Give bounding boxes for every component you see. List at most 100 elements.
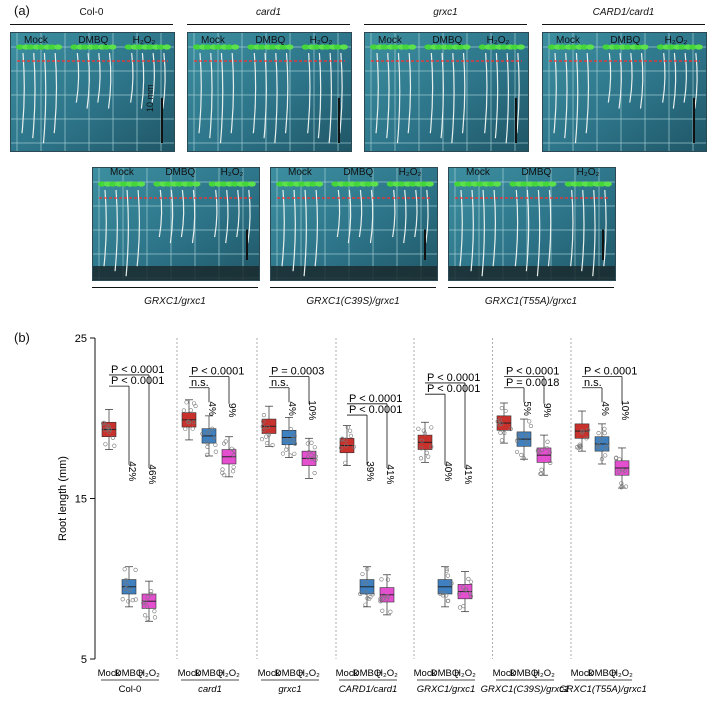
data-point <box>200 431 205 436</box>
data-point <box>288 427 294 432</box>
data-point <box>284 444 290 449</box>
percent-reduction-label: 42% <box>126 461 137 481</box>
data-point <box>596 430 601 436</box>
data-point <box>457 605 463 610</box>
significance-label: P < 0.0001 <box>111 364 164 376</box>
data-point <box>148 592 154 597</box>
data-point <box>340 436 345 441</box>
data-point <box>619 481 624 486</box>
data-point <box>586 427 591 433</box>
condition-label: H₂O₂ <box>398 167 422 178</box>
condition-label: DMBQ <box>255 35 286 46</box>
data-point <box>468 579 474 584</box>
data-point <box>280 451 286 456</box>
data-point <box>190 426 195 431</box>
data-point <box>381 593 386 598</box>
data-point <box>605 443 610 448</box>
seedling-photo <box>448 167 616 281</box>
condition-label: Mock <box>466 167 490 178</box>
data-point <box>363 580 368 586</box>
condition-label: Mock <box>110 167 134 178</box>
data-point <box>265 425 270 430</box>
percent-reduction-label: 10% <box>306 400 317 420</box>
data-point <box>348 428 353 433</box>
data-point <box>338 445 344 450</box>
data-point <box>584 436 589 441</box>
data-point <box>619 484 625 489</box>
data-point <box>284 447 289 452</box>
condition-label: DMBQ <box>165 167 196 178</box>
data-point <box>620 468 625 473</box>
seedling-photo <box>270 167 438 281</box>
data-point <box>351 444 356 449</box>
significance-label: n.s. <box>271 377 289 389</box>
data-point <box>524 433 529 438</box>
data-point <box>261 419 266 424</box>
data-point <box>110 435 116 440</box>
data-point <box>183 426 188 432</box>
data-point <box>123 586 128 591</box>
data-point <box>186 419 191 424</box>
group-label: grxc1 <box>278 684 301 695</box>
data-point <box>221 441 227 446</box>
data-point <box>614 455 619 460</box>
seedling-photo <box>92 167 260 281</box>
data-point <box>429 425 434 430</box>
data-point <box>149 589 154 594</box>
data-point <box>539 467 544 472</box>
data-point <box>123 578 129 583</box>
data-point <box>145 616 150 621</box>
data-point <box>544 446 550 451</box>
condition-label: H₂O₂ <box>309 35 333 46</box>
data-point <box>444 593 449 598</box>
data-point <box>596 443 601 448</box>
data-point <box>290 437 295 442</box>
data-point <box>186 420 192 425</box>
condition-label: H₂O₂ <box>664 35 688 46</box>
x-tick-label: Mock <box>258 668 281 679</box>
data-point <box>538 471 543 477</box>
data-point <box>292 451 297 456</box>
data-point <box>498 430 503 435</box>
data-point <box>305 455 311 460</box>
data-point <box>360 571 365 577</box>
condition-label: DMBQ <box>521 167 552 178</box>
genotype-underline <box>364 24 527 25</box>
data-point <box>261 412 267 418</box>
data-point <box>103 442 108 447</box>
y-tick-label: 5 <box>81 654 87 666</box>
group-label: GRXC1/grxc1 <box>417 684 476 695</box>
genotype-underline <box>270 287 436 288</box>
data-point <box>536 449 542 454</box>
data-point <box>516 432 521 437</box>
condition-label: H₂O₂ <box>486 35 510 46</box>
genotype-underline <box>92 287 258 288</box>
data-point <box>379 577 384 582</box>
data-point <box>343 460 348 465</box>
condition-label: H₂O₂ <box>576 167 600 178</box>
percent-reduction-label: 4% <box>206 401 217 416</box>
x-tick-label: Mock <box>98 668 121 679</box>
data-point <box>378 596 383 602</box>
data-point <box>133 597 138 602</box>
data-point <box>461 603 466 609</box>
percent-reduction-label: 9% <box>226 403 237 418</box>
data-point <box>261 427 266 433</box>
data-point <box>466 576 471 582</box>
data-point <box>603 447 608 452</box>
data-point <box>306 450 312 455</box>
percent-reduction-label: 41% <box>384 464 395 484</box>
data-point <box>144 604 150 610</box>
significance-label: P < 0.0001 <box>506 366 559 378</box>
data-point <box>184 400 189 405</box>
condition-label: Mock <box>24 35 48 46</box>
panel-b-label: (b) <box>14 330 30 345</box>
data-point <box>548 460 553 466</box>
significance-label: P < 0.0001 <box>111 375 164 387</box>
genotype-label: GRXC1(T55A)/grxc1 <box>484 296 578 307</box>
data-point <box>204 440 210 445</box>
percent-reduction-label: 4% <box>599 401 610 416</box>
condition-label: H₂O₂ <box>132 35 156 46</box>
data-point <box>497 422 502 427</box>
data-point <box>264 440 270 446</box>
